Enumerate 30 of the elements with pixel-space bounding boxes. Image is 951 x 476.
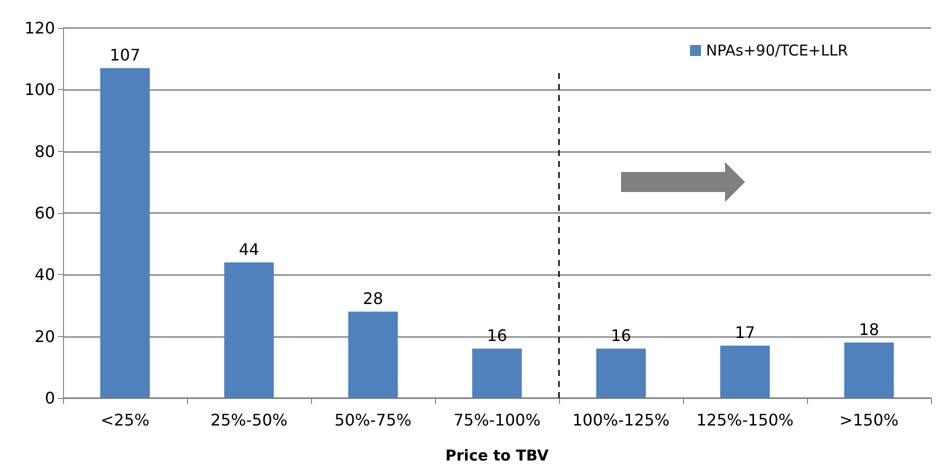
bar — [100, 68, 150, 398]
bar — [720, 346, 770, 398]
bar — [844, 342, 894, 398]
data-label: 16 — [486, 326, 508, 346]
x-tick-label: 75%-100% — [453, 410, 541, 430]
y-tick-label: 80 — [34, 142, 55, 161]
y-tick-label: 20 — [34, 326, 55, 346]
x-tick-label: >150% — [839, 410, 899, 430]
y-tick-label: 40 — [34, 265, 55, 284]
y-tick-label: 120 — [24, 18, 55, 38]
data-label: 17 — [734, 323, 756, 342]
y-tick-label: 100 — [24, 80, 55, 100]
data-label: 16 — [610, 326, 632, 346]
legend-label: NPAs+90/TCE+LLR — [706, 42, 848, 60]
bar — [348, 312, 398, 398]
data-label: 44 — [238, 240, 260, 259]
x-tick-label: 50%-75% — [334, 410, 412, 430]
data-label: 18 — [858, 320, 880, 339]
data-label: 107 — [110, 46, 140, 65]
y-tick-label: 0 — [44, 388, 55, 408]
bar — [596, 348, 646, 398]
bar — [472, 348, 522, 398]
data-label: 28 — [362, 289, 384, 308]
bar — [224, 262, 274, 398]
y-tick-label: 60 — [34, 204, 55, 222]
x-tick-label: 125%-150% — [696, 410, 794, 430]
x-tick-label: 25%-50% — [210, 410, 288, 430]
x-tick-label: 100%-125% — [572, 410, 670, 430]
x-tick-label: <25% — [100, 410, 150, 430]
x-axis-title: Price to TBV — [445, 446, 549, 464]
